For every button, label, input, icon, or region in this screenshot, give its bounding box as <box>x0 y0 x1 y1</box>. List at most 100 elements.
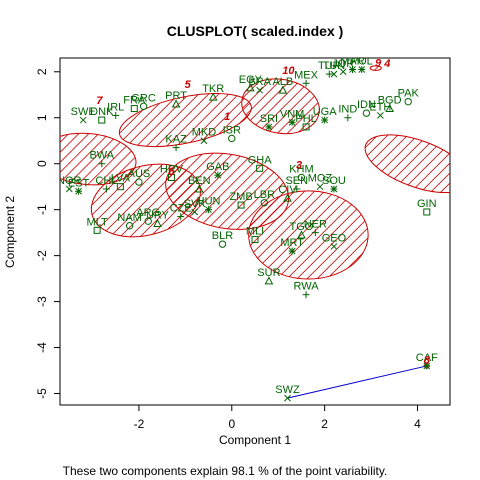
point-label: MEX <box>294 69 319 81</box>
cluster-label: 1 <box>224 111 230 123</box>
point-label: SEN <box>285 175 308 187</box>
point-label: MLT <box>87 216 108 228</box>
point-label: URY <box>146 209 170 221</box>
point-label: DNK <box>90 106 114 118</box>
data-point <box>112 111 120 119</box>
point-label: MRT <box>280 237 304 249</box>
point-label: AUS <box>128 168 151 180</box>
point-label: NOR <box>57 175 82 187</box>
y-tick-label: -4 <box>35 342 49 353</box>
data-point <box>293 185 301 193</box>
data-point <box>302 123 310 131</box>
cluster-labels: 1 3 5 6 7 10 8 9 4 <box>96 58 430 367</box>
data-point <box>330 185 338 193</box>
y-tick-label: -1 <box>35 204 49 215</box>
point-label: CHL <box>95 175 117 187</box>
point-label: GHA <box>248 154 273 166</box>
point-label: ALB <box>272 76 293 88</box>
variance-explained-note: These two components explain 98.1 % of t… <box>63 464 388 478</box>
y-tick-label: -5 <box>35 388 49 399</box>
data-point <box>200 137 208 145</box>
cluster-ellipse <box>118 93 252 148</box>
y-axis: -5 -4 -3 -2 -1 0 1 2 <box>35 68 60 399</box>
data-point <box>404 97 412 106</box>
data-point <box>283 193 292 202</box>
data-point <box>423 362 431 370</box>
x-tick-label: 2 <box>321 417 328 431</box>
point-label: HUN <box>197 196 221 208</box>
cluster-label: 7 <box>96 95 103 107</box>
point-label: POL <box>351 55 373 67</box>
point-label: SWE <box>71 106 96 118</box>
data-point <box>330 70 338 78</box>
cluster-ellipse <box>248 190 369 280</box>
data-point <box>208 92 218 101</box>
data-point <box>316 183 324 191</box>
point-label: TUN <box>323 60 346 72</box>
point-label: SUR <box>257 267 280 279</box>
point-label: BEN <box>188 175 211 187</box>
point-label: KHM <box>289 163 313 175</box>
data-point <box>65 185 73 193</box>
cluster-hatch <box>370 65 382 71</box>
point-label: BGD <box>378 95 402 107</box>
data-point <box>339 68 347 76</box>
data-point <box>325 70 333 78</box>
point-label: RWA <box>294 281 320 293</box>
data-point <box>116 183 124 191</box>
data-point <box>344 114 352 122</box>
point-label: IND <box>338 104 357 116</box>
data-point <box>349 65 356 73</box>
point-label: EST <box>68 177 90 189</box>
point-label: PRT <box>165 90 187 102</box>
point-label: JOR <box>332 58 354 70</box>
data-point <box>194 184 204 193</box>
data-point <box>130 105 138 113</box>
cluster-ellipses <box>60 65 450 369</box>
data-point <box>102 185 110 193</box>
data-point <box>153 218 162 227</box>
point-label: GRC <box>131 92 156 104</box>
data-point <box>167 173 175 181</box>
data-point <box>205 206 213 214</box>
connector-line <box>287 365 427 399</box>
cluster-ellipse <box>241 78 320 135</box>
x-tick-label: -2 <box>134 417 145 431</box>
data-point <box>256 86 263 94</box>
data-point <box>288 247 296 255</box>
x-tick-label: 0 <box>228 417 235 431</box>
point-label: MOZ <box>308 173 333 185</box>
point-label: LBR <box>254 189 275 201</box>
data-point <box>75 187 83 195</box>
cluster-ellipse <box>364 134 450 194</box>
point-label: ETH <box>369 101 391 113</box>
data-point <box>251 236 259 244</box>
point-label: EGY <box>239 74 263 86</box>
data-point <box>321 116 329 124</box>
point-label: MAR <box>340 55 365 67</box>
point-label: HRV <box>160 163 184 175</box>
data-point <box>139 102 148 110</box>
point-label: KAZ <box>165 134 187 146</box>
data-point <box>171 99 181 108</box>
point-label: SVK <box>184 198 207 210</box>
point-label: NAM <box>117 212 141 224</box>
point-label: TGO <box>290 221 314 233</box>
cluster-label: 5 <box>185 79 192 91</box>
point-label: LVA <box>111 173 131 185</box>
data-point <box>135 178 143 186</box>
cluster-label: 10 <box>282 65 295 77</box>
data-point <box>264 276 274 285</box>
y-tick-label: 0 <box>35 160 49 167</box>
cluster-label: 3 <box>296 159 302 171</box>
point-label: ZMB <box>229 191 252 203</box>
data-point <box>265 123 273 131</box>
point-label: IDN <box>357 99 376 111</box>
point-label: BLR <box>212 230 233 242</box>
data-point <box>172 144 180 152</box>
data-point <box>237 201 245 209</box>
y-tick-label: 2 <box>35 68 49 75</box>
cluster-ellipse <box>369 65 382 71</box>
x-axis: -2 0 2 4 <box>134 405 421 431</box>
